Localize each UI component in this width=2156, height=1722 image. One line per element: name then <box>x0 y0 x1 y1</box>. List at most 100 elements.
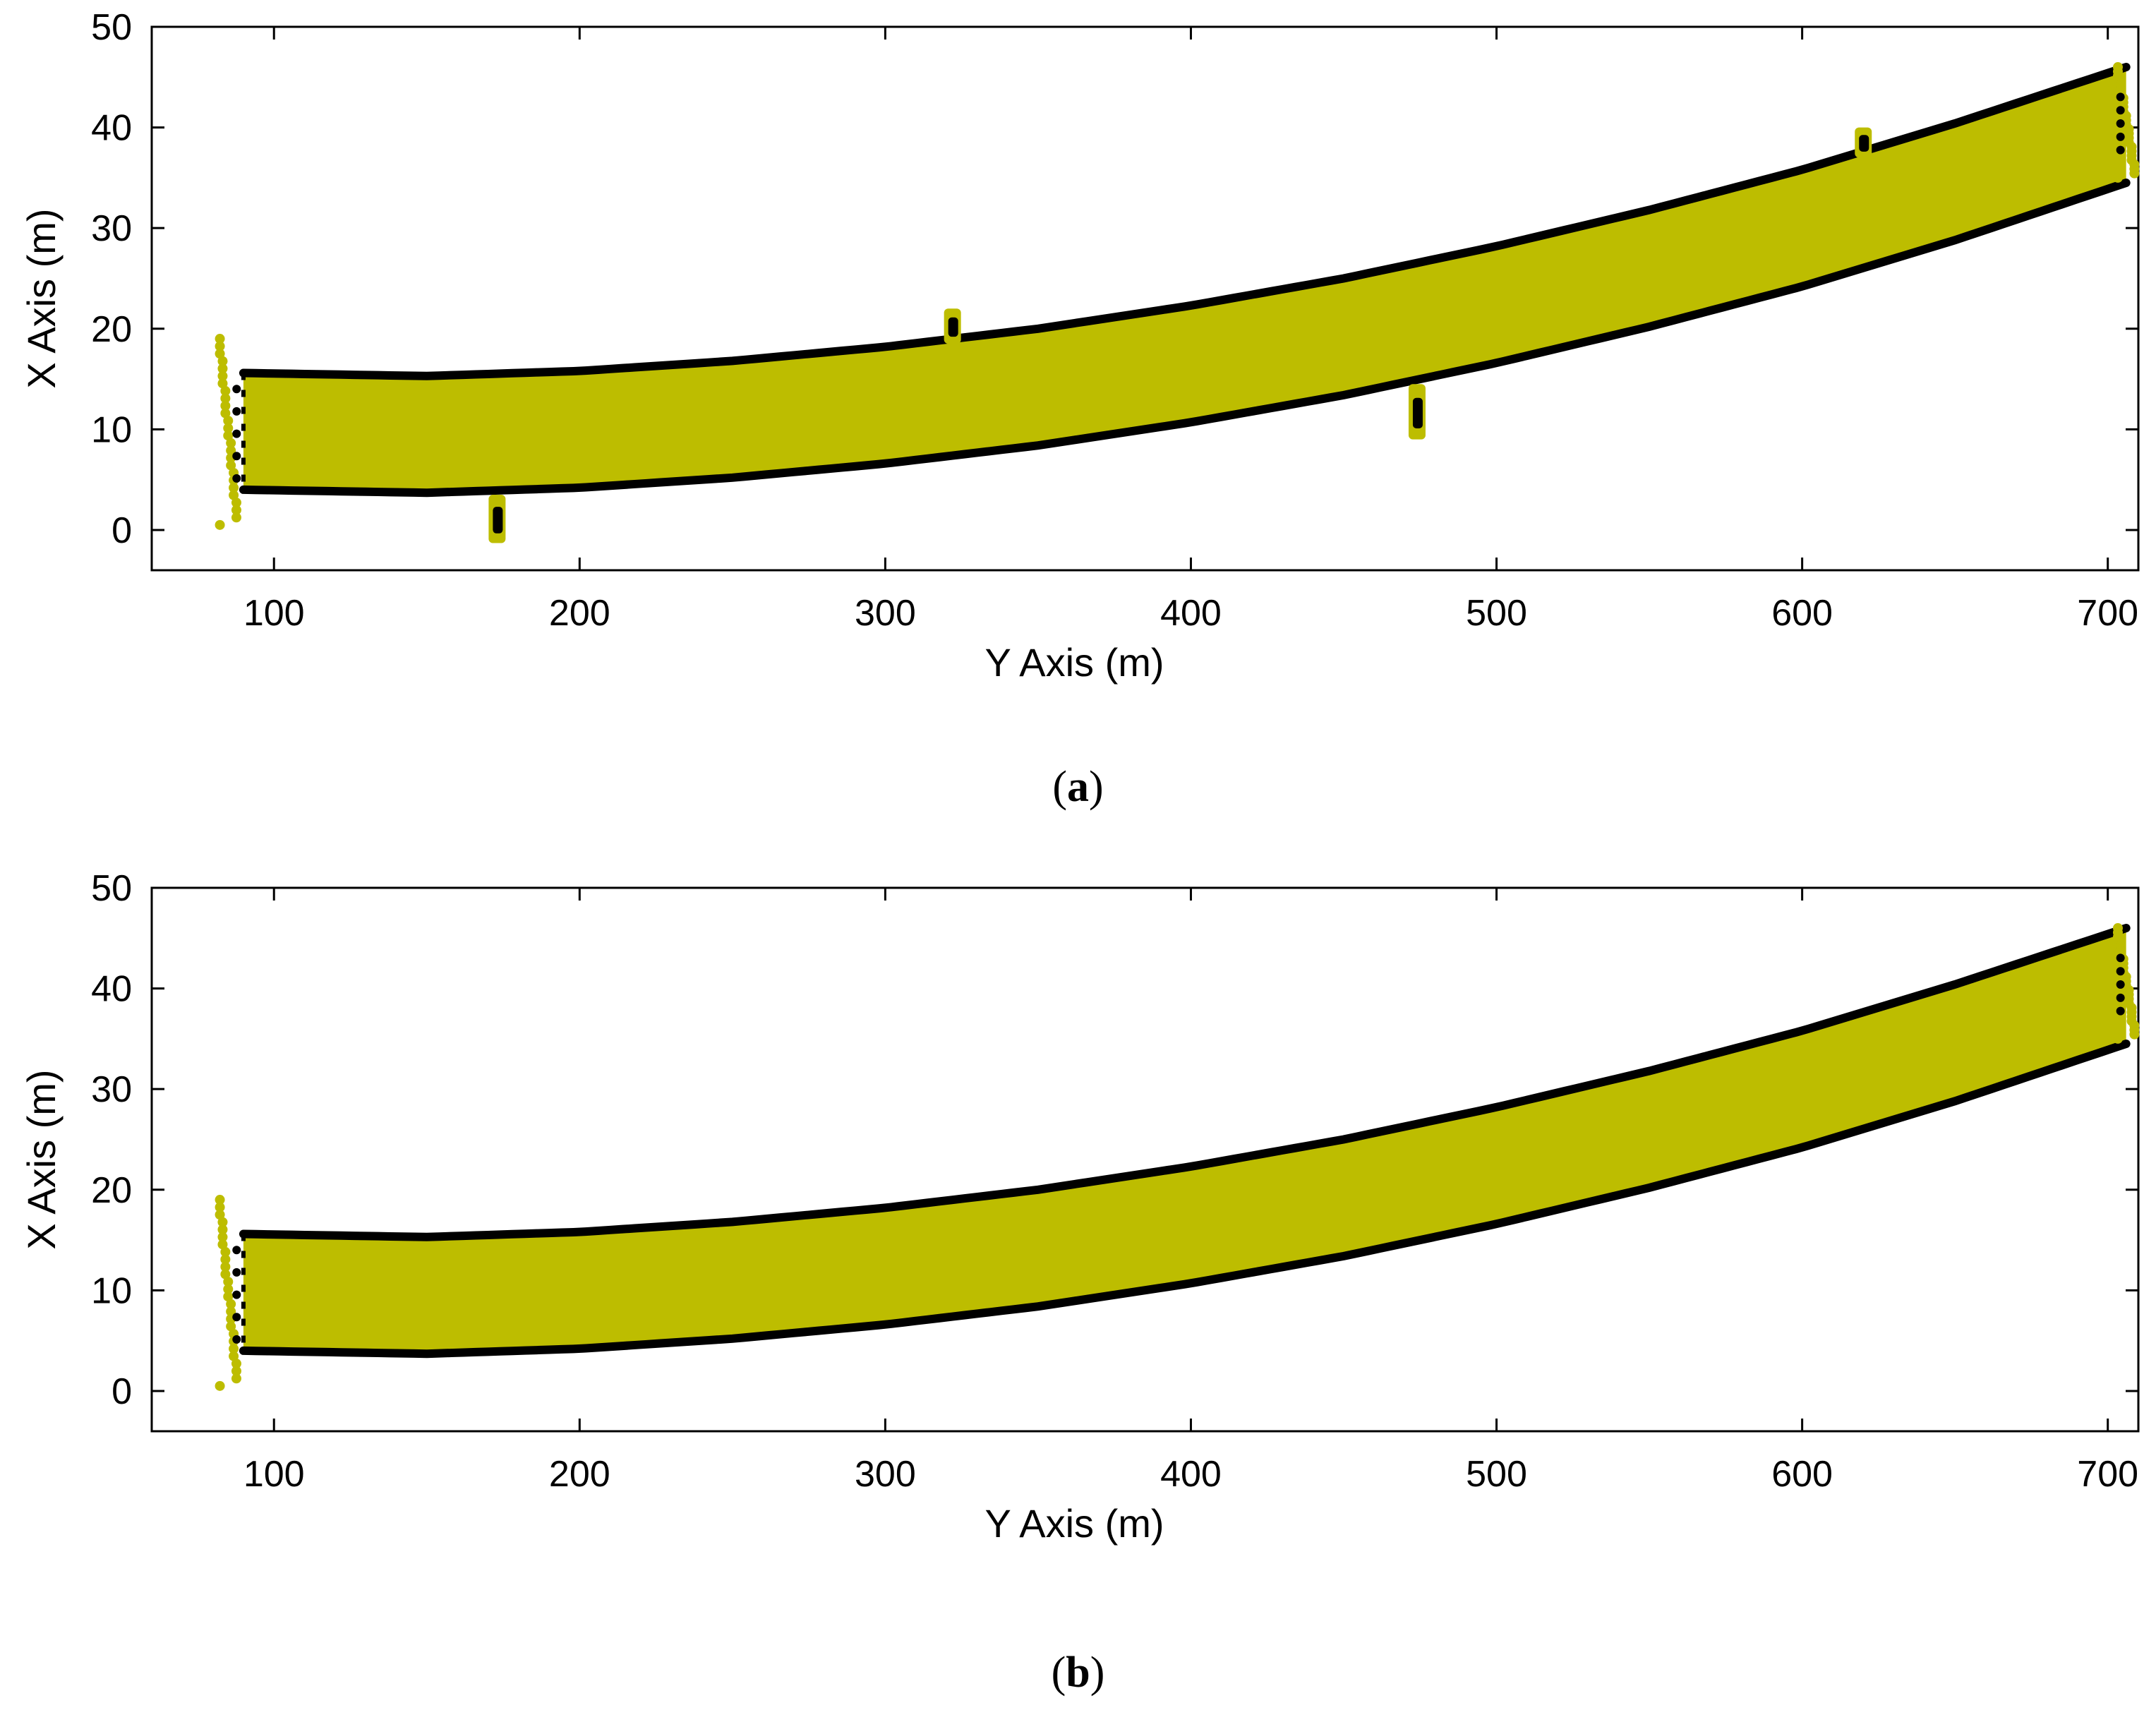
x-tick-label: 200 <box>549 593 610 634</box>
outlier-point <box>223 416 234 426</box>
outlier-point <box>220 1254 231 1265</box>
outlier-point-dark <box>232 1268 241 1277</box>
outlier-point-dark <box>2116 119 2125 128</box>
spike-core <box>493 507 503 534</box>
x-axis-label: Y Axis (m) <box>984 1501 1164 1546</box>
outlier-point <box>226 460 236 471</box>
outlier-point-dark <box>232 474 241 483</box>
panel-a: 100 200 300 400 500 600 700 0 10 20 30 40 50 Y Axis (… <box>19 7 2140 811</box>
lower-boundary-line <box>239 1040 2131 1359</box>
outlier-point <box>215 1380 225 1391</box>
outlier-point <box>226 1299 236 1309</box>
outlier-point <box>231 512 241 523</box>
upper-boundary-line <box>239 63 2131 380</box>
outlier-point <box>215 1210 225 1220</box>
outlier-point <box>226 445 236 456</box>
outlier-point <box>217 363 228 374</box>
outlier-point <box>220 1262 231 1272</box>
x-tick-label: 300 <box>855 593 916 634</box>
x-tick-label: 200 <box>549 1454 610 1495</box>
outlier-point <box>215 519 225 530</box>
outlier-point <box>231 505 241 515</box>
x-tick-label: 500 <box>1466 1454 1527 1495</box>
point-band <box>243 67 2126 493</box>
outlier-point <box>215 349 225 359</box>
x-tick-label: 600 <box>1771 593 1833 634</box>
outlier-point <box>2126 1016 2137 1026</box>
spike-core <box>948 317 958 337</box>
y-tick-label: 30 <box>91 1069 132 1110</box>
y-tick-label: 20 <box>91 1170 132 1211</box>
outlier-point-dark <box>232 452 241 461</box>
outlier-point <box>231 1373 241 1384</box>
plot-frame <box>150 25 2140 572</box>
y-axis-label: X Axis (m) <box>19 208 64 388</box>
outlier-spike-4 <box>1855 127 1872 158</box>
outlier-point <box>217 1239 228 1250</box>
y-tick-label: 10 <box>91 409 132 450</box>
outlier-point-dark <box>232 1335 241 1344</box>
outlier-point <box>215 334 225 344</box>
outlier-point <box>215 1195 225 1205</box>
outlier-point-dark <box>232 407 241 416</box>
outlier-point <box>217 378 228 389</box>
outlier-point <box>231 498 241 508</box>
y-tick-label: 0 <box>112 510 132 551</box>
outlier-point <box>2112 71 2123 81</box>
x-tick-label: 400 <box>1160 1454 1222 1495</box>
x-tick-label: 400 <box>1160 593 1222 634</box>
outlier-point <box>2129 1029 2140 1040</box>
outlier-left-end-cluster <box>215 334 241 530</box>
y-tick-label: 30 <box>91 208 132 249</box>
outlier-point-dark <box>232 1246 241 1255</box>
outlier-point <box>217 356 228 366</box>
outlier-point-dark <box>2116 953 2125 963</box>
panel-b: 100 200 300 400 500 600 700 0 10 20 30 40 50 Y Axis (… <box>0 861 2156 1718</box>
outlier-point-dark <box>2116 967 2125 976</box>
outlier-point <box>217 1217 228 1227</box>
outlier-point <box>220 401 231 411</box>
outlier-point <box>223 1277 234 1287</box>
outlier-point <box>215 341 225 351</box>
outlier-point <box>229 1344 239 1354</box>
y-tick-label: 20 <box>91 309 132 350</box>
outlier-point <box>220 408 231 419</box>
outlier-point-dark <box>2116 92 2125 102</box>
chart-a: 100 200 300 400 500 600 700 0 10 20 30 40 50 Y Axis (… <box>19 7 2140 685</box>
upper-boundary-line <box>239 924 2131 1241</box>
outlier-point <box>2124 137 2134 147</box>
outlier-point-dark <box>2116 106 2125 115</box>
outlier-point <box>217 1232 228 1242</box>
outlier-point <box>2126 155 2137 165</box>
outlier-point <box>223 1284 234 1294</box>
outlier-point <box>226 438 236 448</box>
outlier-point-dark <box>2116 132 2125 141</box>
y-tick-label: 40 <box>91 969 132 1010</box>
caption-b: (b) <box>1051 1649 1105 1697</box>
outlier-point-dark <box>232 1290 241 1299</box>
outlier-point <box>231 1359 241 1369</box>
outlier-point <box>220 393 231 404</box>
outlier-point <box>220 1269 231 1280</box>
plot-frame <box>150 886 2140 1433</box>
outlier-point <box>229 1351 239 1361</box>
outlier-spike-1 <box>488 495 506 543</box>
y-tick-label: 50 <box>91 868 132 909</box>
spike-core <box>1412 397 1423 428</box>
x-tick-label: 100 <box>243 593 305 634</box>
outlier-left-end-cluster <box>215 1195 241 1391</box>
lower-boundary-line <box>239 179 2131 498</box>
outlier-point <box>231 1366 241 1376</box>
y-tick-label: 10 <box>91 1270 132 1311</box>
caption-a: (a) <box>1052 763 1104 811</box>
outlier-point <box>217 371 228 381</box>
outlier-point <box>226 1321 236 1332</box>
outlier-point-dark <box>232 429 241 438</box>
outlier-point <box>215 1202 225 1212</box>
outlier-point-dark <box>232 1313 241 1322</box>
y-tick-label: 0 <box>112 1371 132 1412</box>
x-tick-label: 700 <box>2077 593 2138 634</box>
outlier-point <box>217 1224 228 1235</box>
x-axis-label: Y Axis (m) <box>984 640 1164 685</box>
outlier-point <box>223 1292 234 1302</box>
